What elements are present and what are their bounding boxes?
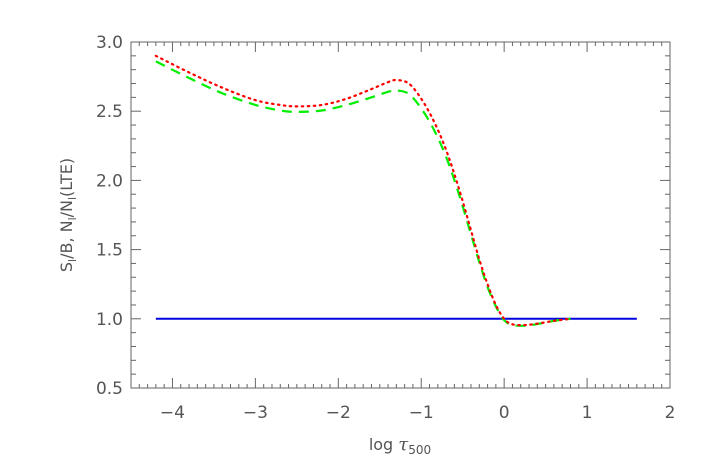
x-tick-label: −4 xyxy=(160,403,185,423)
x-tick-label: 0 xyxy=(499,403,510,423)
y-tick-label: 2.0 xyxy=(96,171,123,191)
axis-ticks xyxy=(130,41,671,389)
plot-frame xyxy=(130,41,671,389)
series-line-dashed xyxy=(155,60,571,327)
x-tick-label: −1 xyxy=(409,403,434,423)
series-line-dotted xyxy=(154,54,572,327)
tick-labels: −4 −3 −2 −1 0 1 2 0.5 1.0 1.5 2.0 2.5 3.0 xyxy=(96,33,675,423)
y-tick-label: 0.5 xyxy=(96,379,123,399)
y-tick-label: 1.0 xyxy=(96,310,123,330)
y-axis-label: Sl/B, Nl/Nl(LTE) xyxy=(57,158,79,272)
data-series xyxy=(154,54,637,327)
x-tick-label: 1 xyxy=(582,403,593,423)
x-tick-label: −2 xyxy=(326,403,351,423)
y-tick-label: 1.5 xyxy=(96,241,123,261)
x-axis-label: log τ500 xyxy=(369,434,431,457)
x-tick-label: 2 xyxy=(665,403,676,423)
x-tick-label: −3 xyxy=(243,403,268,423)
y-tick-label: 3.0 xyxy=(96,33,123,53)
y-tick-label: 2.5 xyxy=(96,102,123,122)
